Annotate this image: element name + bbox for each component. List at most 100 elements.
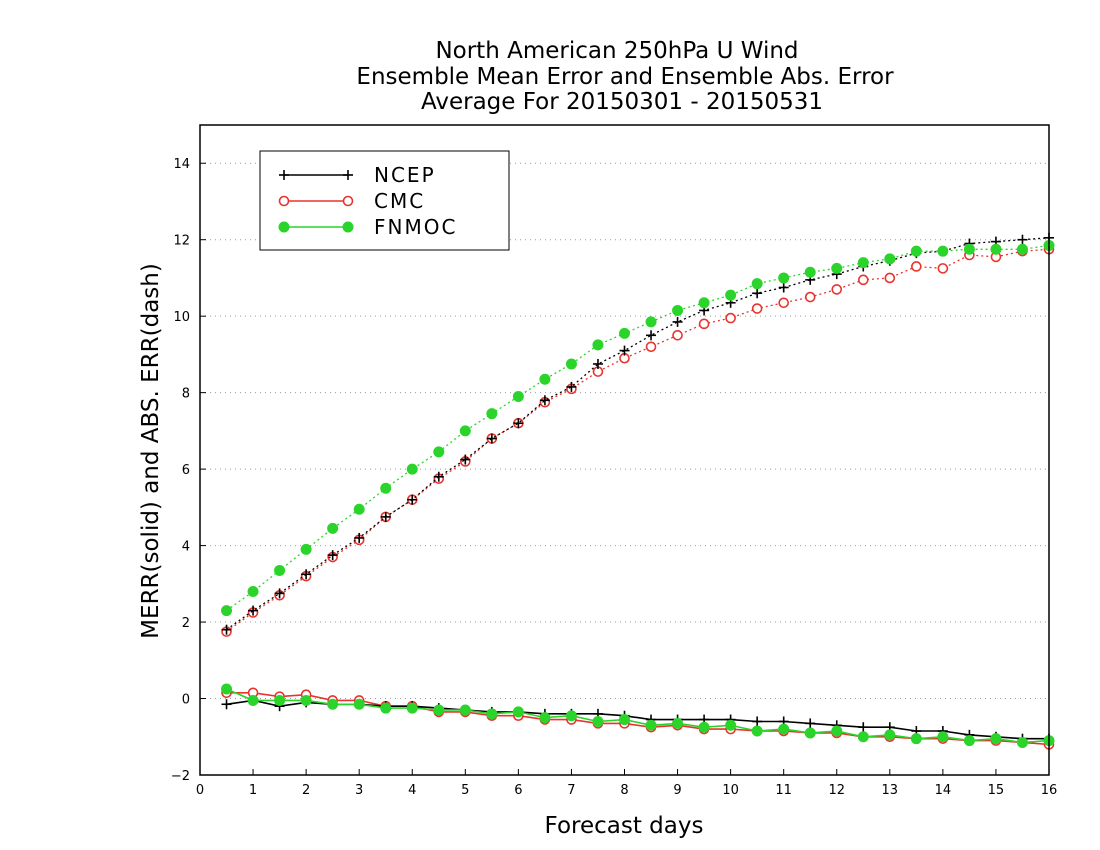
- chart-title-line-2: Ensemble Mean Error and Ensemble Abs. Er…: [356, 64, 894, 90]
- series-ncep-abs-error-point: [513, 418, 524, 429]
- x-tick-label: 3: [355, 783, 363, 798]
- series-ncep-abs-error-point: [327, 550, 338, 561]
- series-cmc-abs-error-point: [937, 263, 949, 274]
- series-ncep-mean-error-point: [805, 718, 816, 729]
- x-tick-label: 9: [673, 783, 681, 798]
- series-ncep-abs-error-point: [248, 605, 259, 616]
- series-fnmoc-mean-error-point: [937, 731, 949, 743]
- series-fnmoc-mean-error-point: [247, 694, 259, 706]
- series-fnmoc-mean-error-point: [592, 715, 604, 727]
- series-fnmoc-abs-error-point: [221, 605, 233, 617]
- series-fnmoc-mean-error-point: [380, 702, 392, 714]
- x-tick-label: 6: [514, 783, 522, 798]
- x-tick-label: 10: [722, 783, 739, 798]
- x-tick-label: 12: [828, 783, 845, 798]
- series-cmc-abs-error-point: [831, 284, 843, 295]
- series-fnmoc-abs-error-point: [645, 316, 657, 328]
- series-fnmoc-mean-error-point: [857, 731, 869, 743]
- series-ncep-abs-error-point: [407, 494, 418, 505]
- legend-entry-cmc: CMC: [278, 189, 425, 213]
- y-tick-label: 14: [173, 157, 190, 172]
- series-fnmoc-mean-error-point: [963, 735, 975, 747]
- x-tick-label: 4: [408, 783, 416, 798]
- legend-label-fnmoc: FNMOC: [374, 215, 457, 239]
- legend-swatch-marker-start: [279, 170, 289, 180]
- series-ncep-abs-error-point: [778, 282, 789, 293]
- series-fnmoc-abs-error-point: [353, 503, 365, 515]
- series-fnmoc-abs-error-point: [1016, 243, 1028, 255]
- y-tick-label: 8: [182, 387, 190, 402]
- series-cmc-abs-error-point: [645, 341, 657, 353]
- series-cmc-abs-error-point: [884, 272, 896, 284]
- series-fnmoc-mean-error-point: [645, 719, 657, 731]
- series-fnmoc-mean-error-point: [539, 712, 551, 724]
- series-fnmoc-abs-error-point: [433, 446, 445, 458]
- legend-label-cmc: CMC: [374, 189, 425, 213]
- series-cmc-abs-error-point: [725, 312, 736, 324]
- series-fnmoc-abs-error-point: [963, 243, 975, 255]
- series-ncep-abs-error-point: [646, 330, 657, 341]
- y-tick-label: 2: [182, 616, 190, 631]
- series-ncep-abs-error-point: [619, 345, 630, 356]
- x-tick-label: 7: [567, 783, 575, 798]
- x-tick-label: 8: [620, 783, 628, 798]
- series-fnmoc-mean-error-line: [226, 688, 1050, 744]
- series-fnmoc-abs-error-point: [274, 564, 286, 576]
- x-axis-label: Forecast days: [545, 813, 704, 839]
- series-cmc-abs-error-point: [911, 261, 922, 272]
- series-fnmoc-abs-error-point: [751, 278, 763, 290]
- chart-title-line-1: North American 250hPa U Wind: [435, 38, 798, 64]
- legend-entry-fnmoc: FNMOC: [278, 215, 457, 239]
- series-fnmoc-mean-error-point: [698, 721, 710, 733]
- gridlines: [200, 162, 1049, 776]
- legend-swatch-marker-end: [342, 195, 354, 207]
- legend-entry-ncep: NCEP: [279, 163, 434, 187]
- series-ncep-abs-error-point: [1017, 234, 1028, 245]
- series-fnmoc-abs-error-point: [990, 243, 1002, 255]
- series-fnmoc-abs-error-point: [698, 297, 710, 309]
- series-cmc: [221, 243, 1055, 750]
- series-fnmoc-abs-error-point: [565, 358, 577, 370]
- series-ncep-abs-error-point: [433, 471, 444, 482]
- series-fnmoc-mean-error-point: [433, 704, 445, 716]
- x-tick-label: 11: [775, 783, 792, 798]
- series-fnmoc-mean-error-point: [778, 723, 790, 735]
- series-ncep-mean-error-line: [226, 699, 1049, 740]
- series-ncep-abs-error-point: [486, 433, 497, 444]
- series-fnmoc-mean-error-point: [990, 733, 1002, 745]
- series-fnmoc-mean-error-point: [406, 702, 418, 714]
- x-tick-label: 16: [1041, 783, 1058, 798]
- series-fnmoc: [221, 239, 1055, 748]
- series-fnmoc-mean-error-point: [1016, 737, 1028, 748]
- series-fnmoc-abs-error-point: [831, 262, 843, 274]
- series-ncep: [221, 232, 1054, 744]
- series-fnmoc-abs-error-point: [857, 257, 869, 269]
- series-fnmoc-abs-error-point: [539, 373, 551, 385]
- series-ncep-abs-error-point: [672, 316, 683, 327]
- series-cmc-abs-error-point: [778, 297, 789, 309]
- x-tick-label: 15: [988, 783, 1005, 798]
- series-ncep-abs-error-point: [380, 511, 391, 522]
- series-cmc-abs-error-point: [698, 318, 710, 330]
- y-tick-label: 12: [173, 234, 190, 249]
- series-ncep-abs-error-point: [566, 381, 577, 392]
- series-fnmoc-mean-error-point: [884, 729, 896, 741]
- y-tick-label: −2: [171, 769, 190, 784]
- series-cmc-abs-error-point: [751, 303, 763, 314]
- series-fnmoc-abs-error-point: [327, 522, 339, 534]
- y-tick-label: 4: [182, 540, 190, 555]
- series-fnmoc-abs-error-line: [226, 244, 1050, 612]
- series-fnmoc-abs-error-point: [406, 463, 418, 475]
- y-axis-label: MERR(solid) and ABS. ERR(dash): [138, 263, 164, 639]
- series-ncep-abs-error-line: [226, 237, 1050, 631]
- series-fnmoc-mean-error-point: [619, 714, 630, 726]
- series-ncep-abs-error-point: [221, 624, 232, 635]
- series-cmc-abs-error-point: [857, 274, 869, 286]
- series-ncep-abs-error-point: [592, 358, 603, 369]
- y-tick-label: 0: [182, 693, 190, 708]
- legend-swatch-marker-start: [278, 195, 290, 207]
- series-ncep-mean-error-point: [752, 716, 763, 727]
- series-fnmoc-mean-error-point: [327, 698, 339, 710]
